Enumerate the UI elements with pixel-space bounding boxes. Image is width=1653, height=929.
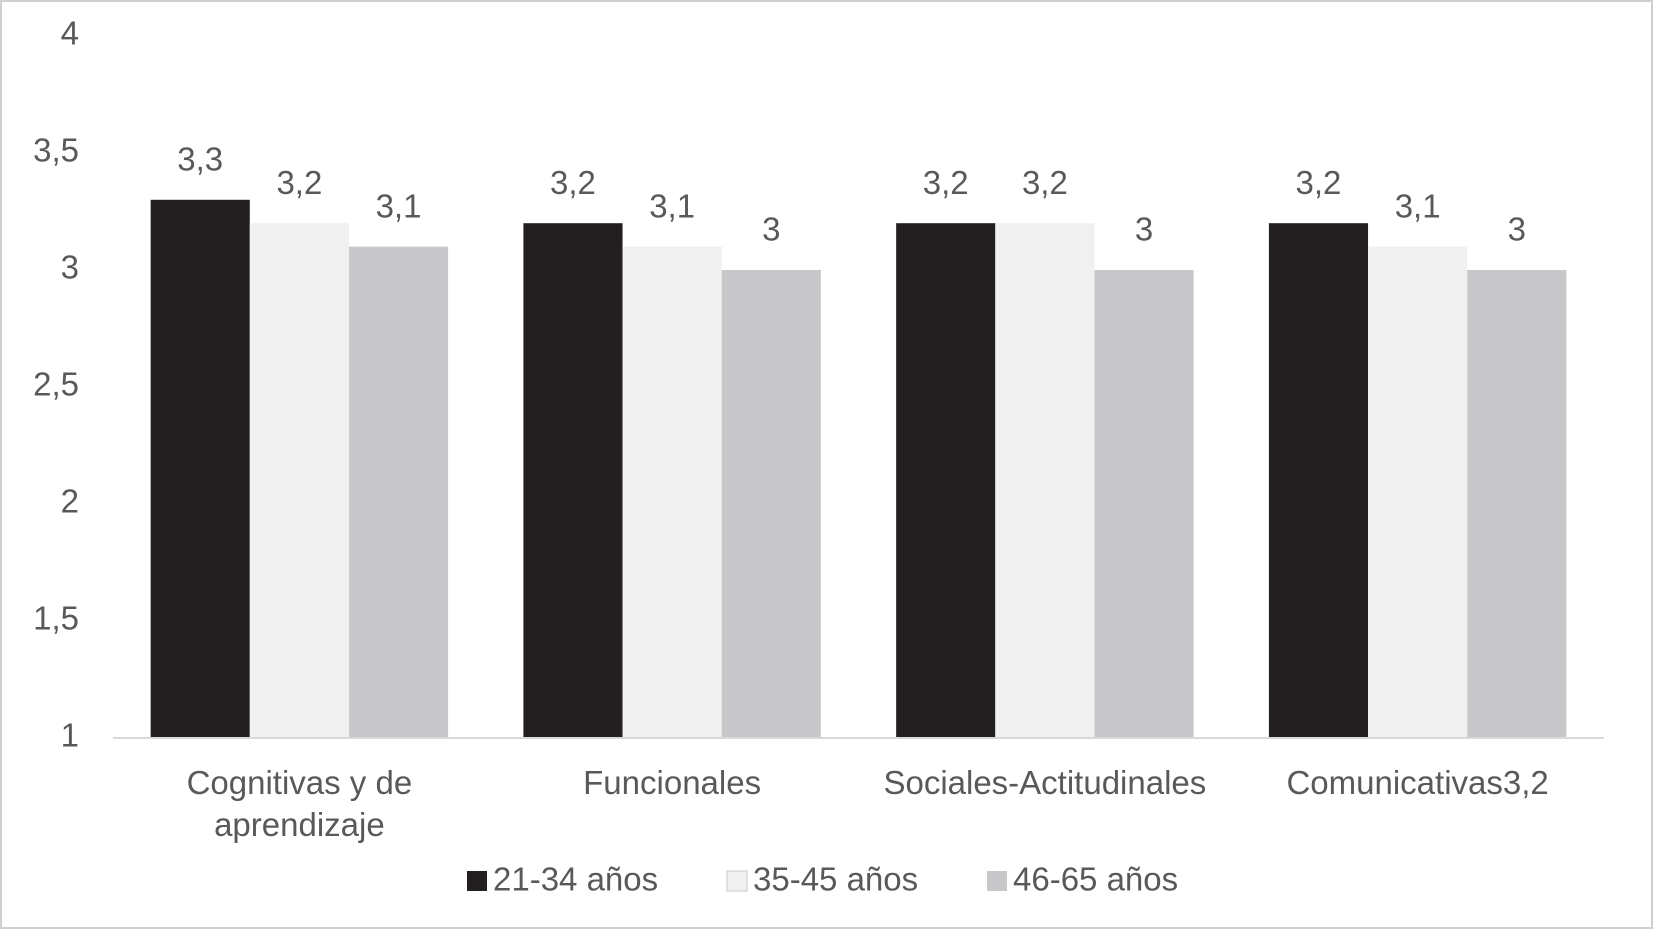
value-label: 3,2	[1022, 164, 1068, 201]
x-tick-label: Sociales-Actitudinales	[883, 764, 1207, 801]
y-tick-label: 3	[61, 249, 79, 286]
bar	[1268, 223, 1369, 738]
legend-label: 46-65 años	[1013, 861, 1178, 898]
legend-label: 21-34 años	[493, 861, 658, 898]
bar	[721, 270, 821, 738]
bar	[622, 246, 722, 738]
bar	[1467, 270, 1567, 738]
bar	[249, 223, 349, 738]
value-label: 3,2	[550, 164, 596, 201]
y-tick-label: 2,5	[33, 366, 79, 403]
value-label: 3,1	[649, 187, 695, 224]
bar	[1094, 270, 1194, 738]
value-label: 3,1	[376, 187, 422, 224]
value-label: 3,2	[276, 164, 322, 201]
bar	[896, 223, 996, 738]
y-tick-label: 4	[61, 15, 79, 52]
value-label: 3	[1135, 211, 1153, 248]
value-label: 3	[762, 211, 780, 248]
x-tick-label: Cognitivas y de aprendizaje	[186, 764, 413, 843]
bar	[995, 223, 1095, 738]
value-label: 3,2	[923, 164, 969, 201]
value-label: 3	[1508, 211, 1526, 248]
y-tick-label: 2	[61, 483, 79, 520]
value-label: 3,2	[1296, 164, 1342, 201]
legend-marker	[467, 871, 487, 891]
bar	[523, 223, 623, 738]
y-tick-label: 1	[61, 717, 79, 754]
value-label: 3,1	[1395, 187, 1441, 224]
bar	[348, 246, 449, 738]
bar	[150, 199, 250, 739]
x-tick-label: Comunicativas3,2	[1286, 764, 1549, 801]
x-tick-label: Funcionales	[583, 764, 762, 801]
y-tick-label: 1,5	[33, 600, 79, 637]
bar	[1368, 246, 1468, 738]
legend-marker	[726, 870, 748, 892]
legend-label: 35-45 años	[753, 861, 918, 898]
y-tick-label: 3,5	[33, 132, 79, 169]
value-label: 3,3	[177, 141, 223, 178]
legend-marker	[987, 871, 1007, 891]
